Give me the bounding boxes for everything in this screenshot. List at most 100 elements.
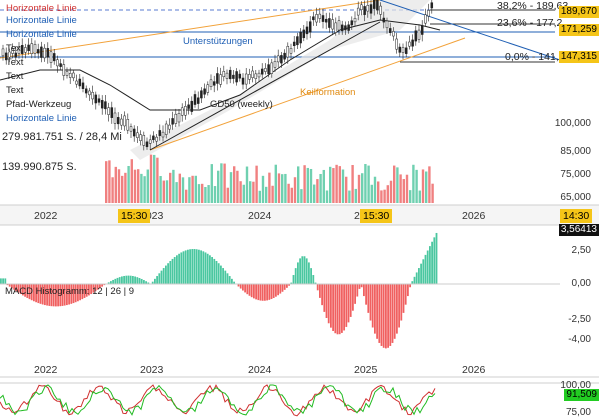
label-hline2[interactable]: Horizontale Linie xyxy=(6,15,77,26)
macd-bar xyxy=(378,284,381,343)
macd-bar xyxy=(253,284,255,299)
macd-bar xyxy=(116,277,119,284)
label-hline1[interactable]: Horizontale Linie xyxy=(6,3,77,14)
macd-bar xyxy=(198,249,200,284)
year-top-1: 2022 xyxy=(34,210,58,222)
candle-body xyxy=(72,72,75,79)
candle-body xyxy=(264,68,267,72)
annotation-wedge[interactable]: Keilformation xyxy=(300,87,356,98)
volume-bar xyxy=(213,186,217,203)
macd-bar xyxy=(112,279,114,284)
macd-bar xyxy=(431,241,433,284)
candle-body xyxy=(305,26,309,35)
candle-body xyxy=(302,29,306,39)
macd-bar xyxy=(33,284,35,302)
candle-body xyxy=(417,29,421,40)
volume-bar xyxy=(159,176,162,203)
macd-label[interactable]: MACD Histogramm: 12 | 26 | 9 xyxy=(5,286,135,297)
macd-bar xyxy=(101,284,103,287)
volume-bar xyxy=(172,169,175,203)
macd-bar xyxy=(114,278,117,284)
macd-bar xyxy=(171,258,174,284)
volume-bar xyxy=(277,173,281,203)
macd-bar xyxy=(433,237,436,284)
macd-bar xyxy=(279,284,282,294)
label-text1[interactable]: Text xyxy=(6,43,24,54)
macd-bar xyxy=(121,276,123,284)
macd-bar xyxy=(332,284,334,331)
volume-bar xyxy=(223,163,226,203)
time-pill-1[interactable]: 15:30 xyxy=(118,209,151,223)
candle-body xyxy=(404,47,408,54)
macd-bar xyxy=(356,284,359,297)
macd-bar xyxy=(195,249,198,284)
label-hline3[interactable]: Horizontale Linie xyxy=(6,29,77,40)
macd-bar xyxy=(334,284,337,334)
label-hline4[interactable]: Horizontale Linie xyxy=(6,113,77,124)
macd-bar xyxy=(85,284,88,297)
volume-bar xyxy=(258,190,261,203)
candle-body xyxy=(427,10,430,17)
trendline-support xyxy=(149,21,381,151)
macd-bar xyxy=(363,284,365,297)
candle-body xyxy=(56,59,59,67)
annotation-support[interactable]: Unterstützungen xyxy=(183,36,253,47)
volume-bar xyxy=(220,163,223,203)
time-pill-2[interactable]: 15:30 xyxy=(360,209,393,223)
candle-body xyxy=(334,22,338,33)
candle-body xyxy=(398,46,402,53)
candle-body xyxy=(107,107,110,115)
macd-bar xyxy=(118,277,121,284)
candle-body xyxy=(235,71,238,83)
volume-label: 279.981.751 S. / 28,4 Mi xyxy=(2,131,122,143)
macd-bar xyxy=(211,257,213,284)
volume-bar xyxy=(367,165,370,203)
time-pill-3[interactable]: 14:30 xyxy=(560,209,593,223)
macd-bar xyxy=(242,284,244,291)
label-text4[interactable]: Text xyxy=(6,85,24,96)
candle-body xyxy=(1,48,5,57)
candle-body xyxy=(251,70,254,78)
annotation-gd50[interactable]: GD50 (weekly) xyxy=(210,99,273,110)
macd-bar xyxy=(345,284,348,327)
label-text2[interactable]: Text xyxy=(6,57,24,68)
candle-body xyxy=(8,51,11,58)
macd-bar xyxy=(167,263,169,284)
candle-body xyxy=(142,134,146,146)
candle-body xyxy=(46,48,50,58)
macd-bar xyxy=(13,284,15,290)
year-bottom-4: 2025 xyxy=(354,364,378,376)
volume-bar xyxy=(165,180,169,203)
volume-bar xyxy=(108,160,111,203)
candle-body xyxy=(78,78,82,87)
candle-body xyxy=(420,25,424,35)
candle-body xyxy=(353,17,357,23)
label-pitchfork[interactable]: Pfad-Werkzeug xyxy=(6,99,72,110)
macd-bar xyxy=(61,284,64,306)
candle-body xyxy=(177,113,181,123)
macd-bar xyxy=(35,284,37,303)
candle-body xyxy=(260,68,264,75)
macd-bar xyxy=(354,284,356,304)
candle-body xyxy=(254,73,258,79)
macd-bar xyxy=(224,270,227,284)
volume-bar xyxy=(130,159,133,203)
volume-bar xyxy=(332,168,335,203)
macd-bar xyxy=(330,284,332,328)
volume-bar xyxy=(197,184,201,203)
macd-bar xyxy=(343,284,345,331)
macd-bar xyxy=(193,249,196,284)
volume-label-2: 139.990.875 S. xyxy=(2,161,77,173)
candle-body xyxy=(347,24,350,31)
macd-bar xyxy=(303,256,306,284)
candle-body xyxy=(120,118,123,126)
label-text3[interactable]: Text xyxy=(6,71,24,82)
volume-bar xyxy=(191,175,194,203)
candle-body xyxy=(337,20,341,31)
volume-bar xyxy=(345,176,348,203)
macd-bar xyxy=(191,249,194,284)
macd-bar xyxy=(17,284,20,293)
macd-bar xyxy=(290,282,293,284)
